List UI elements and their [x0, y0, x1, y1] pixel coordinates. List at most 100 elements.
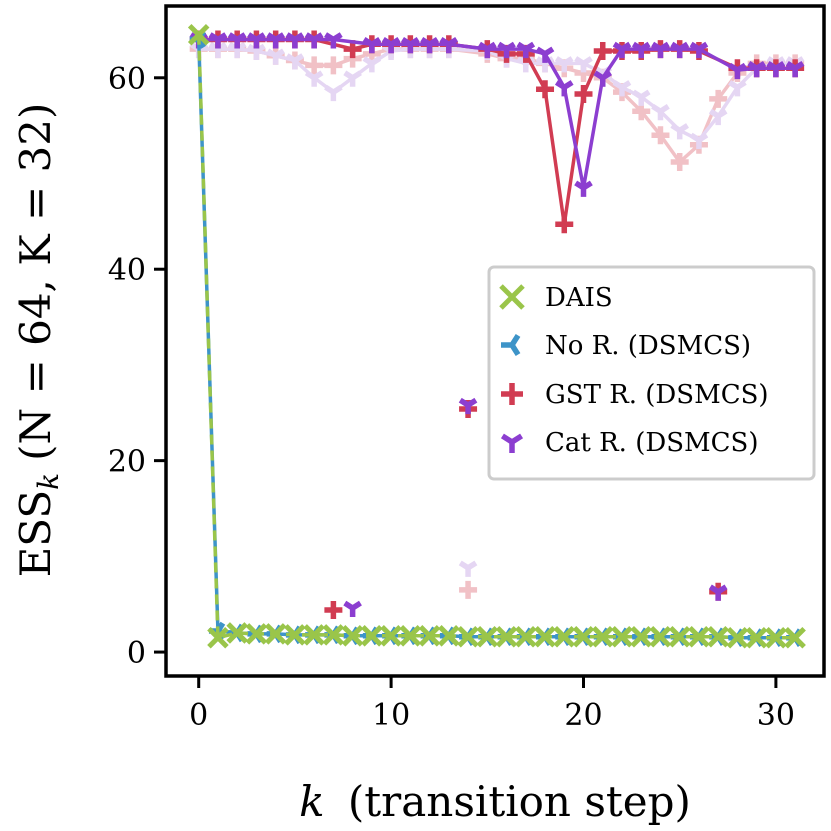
series-isolated-point [708, 584, 728, 601]
series-point [535, 46, 555, 63]
series-point [611, 625, 633, 648]
series-point [536, 80, 555, 99]
series-point [726, 626, 749, 649]
series-point [418, 625, 441, 647]
series-point [381, 37, 401, 54]
series-point [689, 41, 709, 59]
series-point [765, 626, 787, 649]
series-point [515, 625, 537, 648]
series-point [401, 37, 420, 54]
faded-series-point [670, 123, 690, 140]
y-tick-label: 0 [127, 636, 146, 671]
x-axis-label: k (transition step) [299, 777, 691, 826]
legend-marker-glyph [501, 333, 521, 357]
legend-label-gst-r: GST R. (DSMCS) [545, 380, 769, 410]
series-point [304, 32, 324, 49]
series-point [303, 624, 325, 646]
series-point [554, 80, 574, 97]
series-point [226, 622, 248, 644]
series-isolated-point [324, 600, 343, 619]
plot-content [187, 23, 806, 649]
series-point [476, 625, 499, 648]
legend-item-gst-r: GST R. (DSMCS) [501, 380, 769, 410]
legend-marker-glyph [501, 383, 523, 405]
series-point [707, 625, 729, 648]
x-tick-label: 20 [564, 698, 602, 733]
series-point [651, 41, 670, 59]
series-point [324, 32, 343, 49]
series-point [457, 625, 479, 648]
series-point [495, 625, 518, 648]
faded-series-point [708, 108, 728, 126]
series-point [534, 625, 556, 648]
series-point [497, 41, 516, 59]
series-point [591, 625, 614, 648]
series-point [766, 60, 786, 78]
x-axis-label-var: k [299, 777, 324, 826]
x-tick-label: 0 [189, 698, 208, 733]
legend-label-dais: DAIS [545, 283, 613, 313]
legend-item-dais: DAIS [499, 283, 613, 313]
faded-series-isolated-point [459, 580, 478, 599]
axis-ticks: 0 10 20 30 0 20 40 60 [108, 62, 795, 733]
series-point [266, 32, 285, 49]
legend-marker-glyph [499, 284, 525, 310]
faded-series-point [285, 53, 305, 70]
series-point [438, 625, 460, 647]
series-point [478, 41, 497, 59]
faded-series-point [651, 104, 670, 121]
series-point [341, 625, 364, 647]
series-point [670, 41, 690, 59]
faded-series-point [612, 80, 632, 97]
faded-series-point [343, 70, 362, 87]
series-point [728, 62, 747, 80]
series-isolated-point [343, 600, 362, 618]
y-axis-label: ESSk (N = 64, K = 32) [11, 103, 65, 578]
series-point [399, 625, 422, 647]
faded-series-point [554, 56, 574, 73]
series-point [247, 32, 266, 49]
y-tick-label: 60 [108, 62, 146, 97]
legend-frame [487, 265, 816, 481]
x-tick-label: 30 [757, 698, 795, 733]
faded-series-point [728, 80, 747, 97]
faded-series-point [631, 89, 651, 106]
legend-item-no-r: No R. (DSMCS) [501, 331, 751, 361]
legend-label-cat-r: Cat R. (DSMCS) [545, 428, 758, 458]
faded-series-isolated-point [458, 560, 478, 577]
faded-series-point [304, 70, 324, 87]
series-point [555, 215, 574, 234]
series-point [553, 625, 576, 648]
series-point [361, 625, 383, 647]
legend-item-cat-r: Cat R. (DSMCS) [500, 428, 758, 458]
series-cat-r-dsmcs [189, 32, 805, 618]
series-point [631, 41, 651, 59]
series-point [439, 37, 459, 54]
faded-series-point [651, 126, 670, 145]
series-point [574, 180, 593, 197]
series-point [784, 626, 806, 649]
series-point [593, 70, 613, 87]
series-point [264, 623, 287, 645]
series-isolated-point [458, 397, 478, 415]
series-point [207, 626, 229, 649]
series-dais [187, 23, 806, 649]
legend-label-no-r: No R. (DSMCS) [545, 331, 751, 361]
series-point [227, 32, 247, 49]
series-point [593, 41, 612, 60]
y-tick-label: 40 [108, 253, 146, 288]
series-point [208, 32, 228, 49]
legend-marker-dais [499, 284, 525, 310]
series-point [630, 625, 652, 648]
y-axis-label-suffix: (N = 64, K = 32) [11, 103, 60, 461]
x-tick-label: 10 [372, 698, 410, 733]
faded-series-point [247, 43, 266, 60]
series-point [574, 85, 593, 104]
y-axis-label-sub: k [32, 473, 65, 490]
series-point [612, 41, 632, 59]
series-point [516, 41, 536, 59]
legend-marker-glyph [500, 433, 524, 453]
series-point [668, 625, 691, 648]
series-point [285, 32, 305, 49]
x-axis-label-text: (transition step) [348, 777, 691, 826]
